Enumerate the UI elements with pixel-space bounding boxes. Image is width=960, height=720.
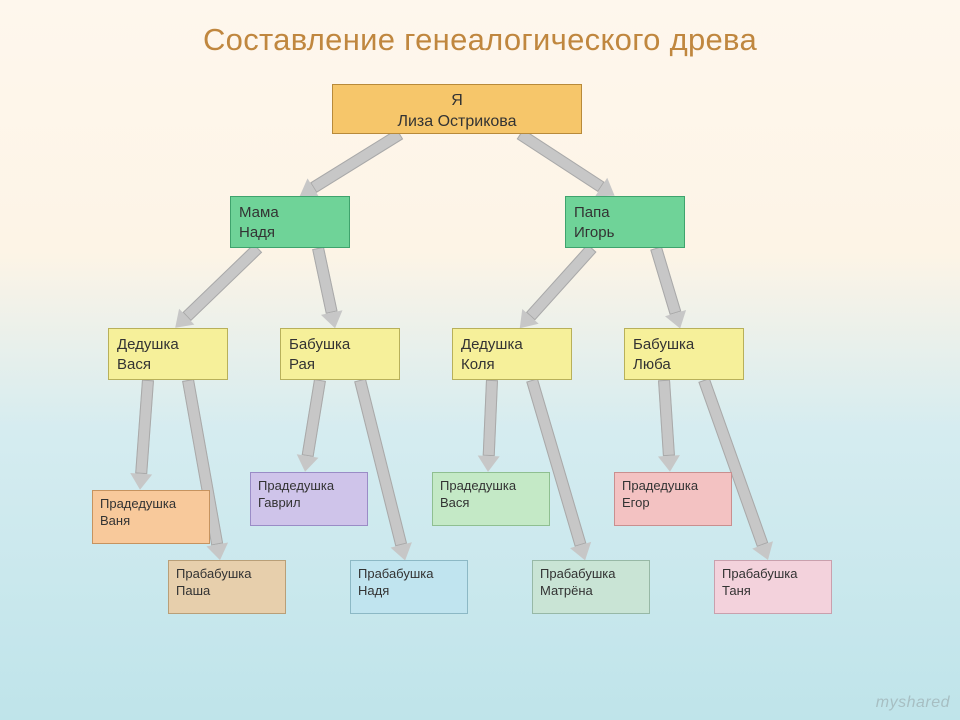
arrow-me-dad (520, 134, 615, 196)
arrow-gp3-ggp3 (488, 380, 492, 472)
node-line1: Прадедушка (100, 496, 202, 513)
node-ggp1: ПрадедушкаВаня (92, 490, 210, 544)
arrow-mom-gp1 (175, 248, 258, 328)
node-line2: Вася (117, 355, 219, 375)
node-line1: Дедушка (117, 335, 219, 355)
node-line2: Коля (461, 355, 563, 375)
node-line1: Прабабушка (358, 566, 460, 583)
node-line1: Прабабушка (176, 566, 278, 583)
node-line2: Игорь (574, 223, 676, 243)
node-line2: Рая (289, 355, 391, 375)
node-line2: Егор (622, 495, 724, 512)
node-line1: Мама (239, 203, 341, 223)
node-ggp3: ПрадедушкаВася (432, 472, 550, 526)
node-line1: Прадедушка (258, 478, 360, 495)
arrow-dad-gp4 (656, 248, 680, 328)
arrow-gp4-ggp4 (664, 380, 670, 472)
node-line1: Прадедушка (440, 478, 542, 495)
arrow-gp2-ggm2 (360, 380, 405, 560)
arrow-me-mom (300, 134, 400, 196)
node-gp1: ДедушкаВася (108, 328, 228, 380)
node-line2: Матрёна (540, 583, 642, 600)
node-ggm4: ПрабабушкаТаня (714, 560, 832, 614)
node-ggm2: ПрабабушкаНадя (350, 560, 468, 614)
diagram-canvas: Составление генеалогического древа ЯЛиза… (0, 0, 960, 720)
arrow-dad-gp3 (520, 248, 592, 328)
node-ggm3: ПрабабушкаМатрёна (532, 560, 650, 614)
node-gp4: БабушкаЛюба (624, 328, 744, 380)
node-gp2: БабушкаРая (280, 328, 400, 380)
node-line1: Прабабушка (722, 566, 824, 583)
node-line2: Гаврил (258, 495, 360, 512)
node-dad: ПапаИгорь (565, 196, 685, 248)
watermark: myshared (876, 694, 950, 712)
node-line1: Я (341, 91, 573, 112)
arrow-mom-gp2 (318, 248, 335, 328)
arrow-gp3-ggm3 (532, 380, 585, 560)
node-line2: Надя (358, 583, 460, 600)
node-line1: Прадедушка (622, 478, 724, 495)
page-title: Составление генеалогического древа (0, 22, 960, 58)
node-line2: Надя (239, 223, 341, 243)
node-line2: Таня (722, 583, 824, 600)
node-line1: Прабабушка (540, 566, 642, 583)
node-line1: Дедушка (461, 335, 563, 355)
arrow-gp2-ggp2 (305, 380, 320, 472)
node-line1: Бабушка (633, 335, 735, 355)
node-ggp2: ПрадедушкаГаврил (250, 472, 368, 526)
node-line1: Папа (574, 203, 676, 223)
arrow-gp1-ggp1 (140, 380, 148, 490)
node-ggp4: ПрадедушкаЕгор (614, 472, 732, 526)
node-line1: Бабушка (289, 335, 391, 355)
arrow-gp4-ggm4 (704, 380, 768, 560)
node-line2: Люба (633, 355, 735, 375)
node-line2: Лиза Острикова (341, 112, 573, 133)
node-me: ЯЛиза Острикова (332, 84, 582, 134)
node-ggm1: ПрабабушкаПаша (168, 560, 286, 614)
node-line2: Ваня (100, 513, 202, 530)
node-mom: МамаНадя (230, 196, 350, 248)
node-gp3: ДедушкаКоля (452, 328, 572, 380)
node-line2: Паша (176, 583, 278, 600)
node-line2: Вася (440, 495, 542, 512)
